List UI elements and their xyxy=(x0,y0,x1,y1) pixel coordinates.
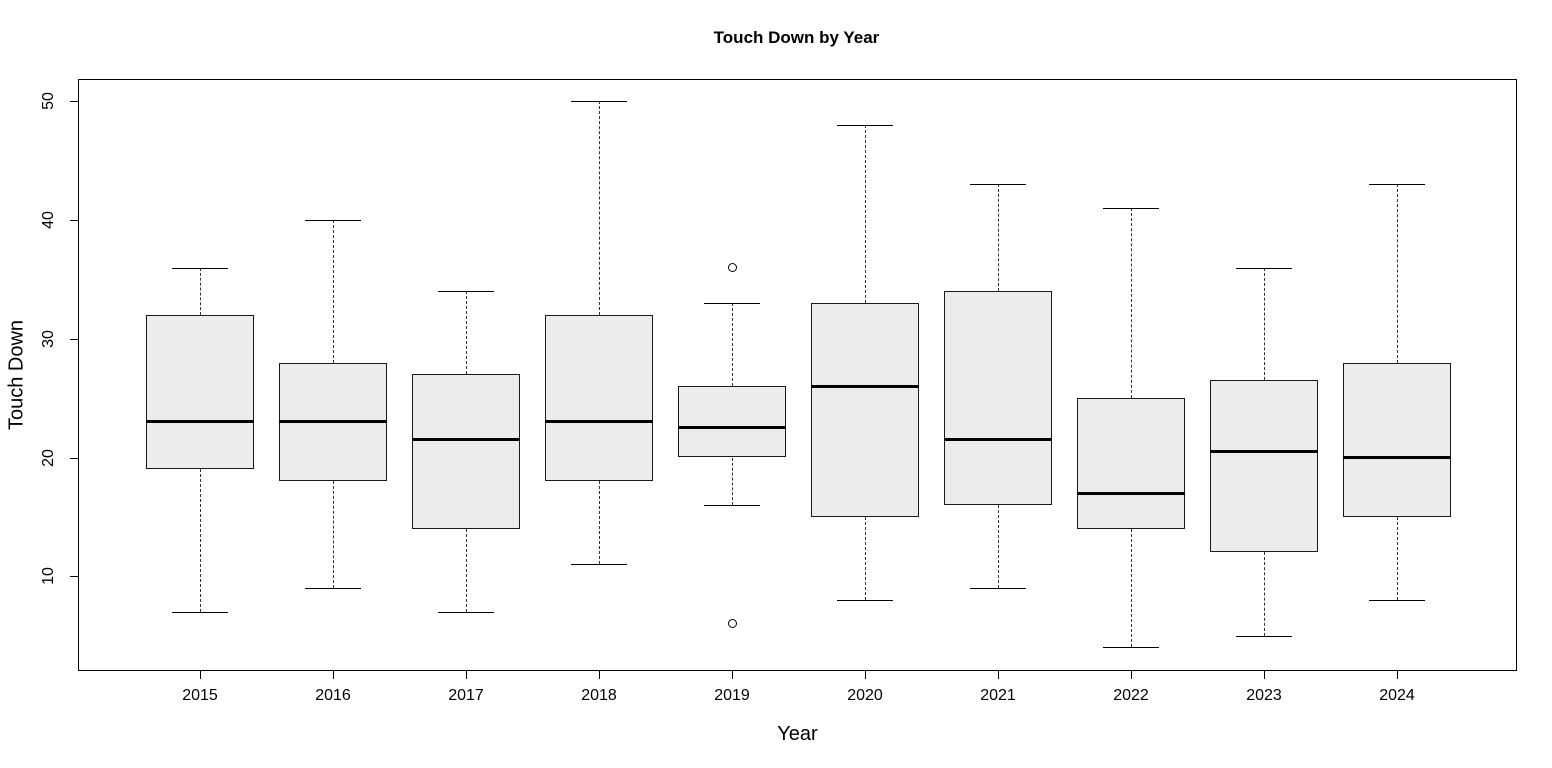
lower-whisker-2015 xyxy=(200,469,201,612)
y-axis-tick-label: 20 xyxy=(40,448,57,467)
box-2019 xyxy=(678,386,786,458)
x-axis-tick-label: 2024 xyxy=(1379,687,1415,704)
x-axis-tick xyxy=(333,671,334,679)
upper-whisker-2023 xyxy=(1264,267,1265,381)
x-axis-tick xyxy=(200,671,201,679)
x-axis-tick xyxy=(865,671,866,679)
max-cap-2021 xyxy=(970,184,1026,186)
lower-whisker-2024 xyxy=(1397,516,1398,600)
x-axis-tick-label: 2019 xyxy=(714,687,750,704)
x-axis-tick xyxy=(1397,671,1398,679)
lower-whisker-2023 xyxy=(1264,552,1265,636)
x-axis-tick xyxy=(998,671,999,679)
box-2023 xyxy=(1210,380,1318,553)
max-cap-2018 xyxy=(571,101,627,103)
x-axis-label: Year xyxy=(777,723,818,745)
x-axis-tick-label: 2018 xyxy=(581,687,617,704)
upper-whisker-2022 xyxy=(1131,208,1132,399)
x-axis-tick-label: 2016 xyxy=(315,687,351,704)
box-2024 xyxy=(1343,362,1451,517)
min-cap-2024 xyxy=(1369,599,1425,601)
max-cap-2015 xyxy=(172,267,228,269)
upper-whisker-2017 xyxy=(466,291,467,375)
y-axis-tick-label: 50 xyxy=(40,92,57,111)
outlier-point-2019 xyxy=(727,619,737,629)
x-axis-tick xyxy=(1264,671,1265,679)
min-cap-2016 xyxy=(305,588,361,590)
x-axis-tick-label: 2017 xyxy=(448,687,484,704)
lower-whisker-2016 xyxy=(333,481,334,589)
upper-whisker-2020 xyxy=(865,125,866,304)
box-2021 xyxy=(944,291,1052,505)
min-cap-2020 xyxy=(837,599,893,601)
plot-area: Touch Down Year 10 20 30 40 50 2015 2016 2017 20… xyxy=(6,79,1517,745)
upper-whisker-2016 xyxy=(333,220,334,363)
x-axis-tick-label: 2021 xyxy=(980,687,1016,704)
lower-whisker-2019 xyxy=(732,457,733,505)
lower-whisker-2021 xyxy=(998,504,999,589)
upper-whisker-2019 xyxy=(732,303,733,387)
y-axis-tick xyxy=(70,220,78,222)
x-axis-tick xyxy=(466,671,467,679)
median-2019 xyxy=(678,426,786,430)
median-2016 xyxy=(279,420,387,424)
median-2022 xyxy=(1077,491,1185,495)
max-cap-2024 xyxy=(1369,184,1425,186)
median-2020 xyxy=(811,384,919,388)
max-cap-2016 xyxy=(305,220,361,222)
y-axis-tick-label: 40 xyxy=(40,211,57,229)
box-2018 xyxy=(545,315,653,482)
max-cap-2022 xyxy=(1103,208,1159,210)
min-cap-2019 xyxy=(704,504,760,506)
upper-whisker-2021 xyxy=(998,184,999,292)
y-axis-tick xyxy=(70,101,78,103)
min-cap-2023 xyxy=(1236,635,1292,637)
box-2017 xyxy=(412,374,520,529)
min-cap-2015 xyxy=(172,611,228,613)
median-2021 xyxy=(944,438,1052,442)
max-cap-2019 xyxy=(704,303,760,305)
median-2023 xyxy=(1210,450,1318,454)
lower-whisker-2022 xyxy=(1131,528,1132,648)
box-2020 xyxy=(811,303,919,517)
lower-whisker-2017 xyxy=(466,528,467,612)
min-cap-2022 xyxy=(1103,647,1159,649)
x-axis-tick xyxy=(732,671,733,679)
min-cap-2017 xyxy=(438,611,494,613)
y-axis-tick-label: 10 xyxy=(40,567,57,586)
outlier-point-2019 xyxy=(727,263,737,273)
max-cap-2020 xyxy=(837,125,893,127)
chart-title: Touch Down by Year xyxy=(713,28,880,47)
y-axis-tick-label: 30 xyxy=(40,329,57,348)
x-axis-tick xyxy=(1131,671,1132,679)
x-axis-tick xyxy=(599,671,600,679)
x-axis-tick-label: 2023 xyxy=(1246,687,1282,704)
min-cap-2018 xyxy=(571,564,627,566)
y-axis-tick xyxy=(70,338,78,340)
min-cap-2021 xyxy=(970,588,1026,590)
median-2017 xyxy=(412,438,520,442)
upper-whisker-2015 xyxy=(200,267,201,316)
median-2018 xyxy=(545,420,653,424)
y-axis-tick xyxy=(70,457,78,459)
upper-whisker-2024 xyxy=(1397,184,1398,363)
median-2015 xyxy=(146,420,254,424)
lower-whisker-2018 xyxy=(599,481,600,565)
max-cap-2017 xyxy=(438,291,494,293)
median-2024 xyxy=(1343,456,1451,459)
x-axis-tick-label: 2020 xyxy=(847,687,883,704)
x-axis-tick-label: 2015 xyxy=(182,687,218,704)
box-2022 xyxy=(1077,398,1185,529)
y-axis-tick xyxy=(70,576,78,578)
max-cap-2023 xyxy=(1236,267,1292,269)
box-2015 xyxy=(146,315,254,470)
x-axis-tick-label: 2022 xyxy=(1113,687,1149,704)
upper-whisker-2018 xyxy=(599,101,600,316)
lower-whisker-2020 xyxy=(865,516,866,600)
y-axis-label: Touch Down xyxy=(5,319,28,431)
